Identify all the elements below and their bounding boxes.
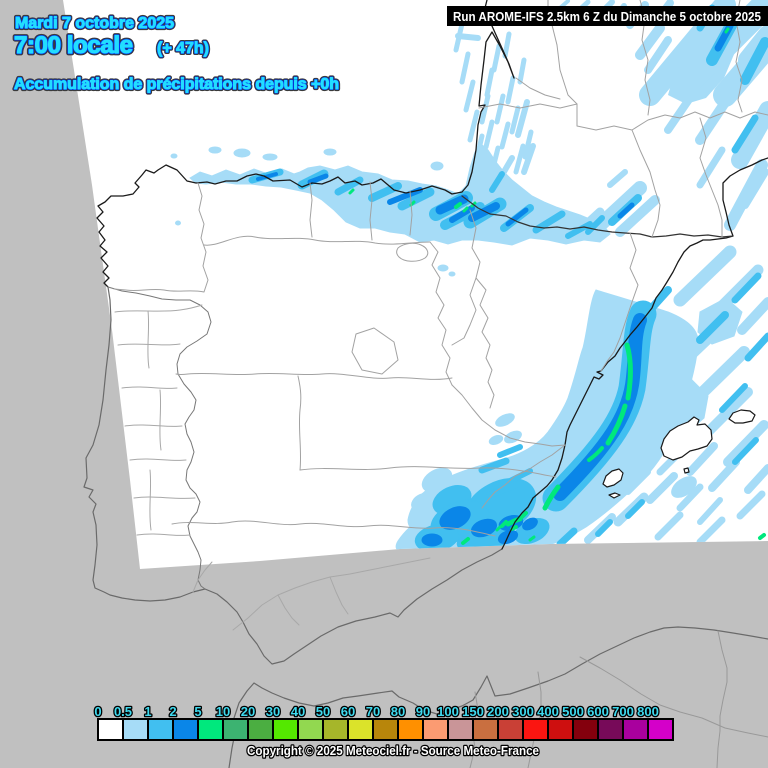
svg-text:800: 800 [637, 704, 659, 719]
svg-text:Mardi 7 octobre 2025: Mardi 7 octobre 2025 [15, 15, 174, 32]
svg-text:2: 2 [169, 704, 176, 719]
svg-text:Mardi 7 octobre 2025: Mardi 7 octobre 2025 [15, 15, 174, 32]
svg-text:200: 200 [487, 704, 509, 719]
svg-text:30: 30 [266, 704, 280, 719]
svg-text:Mardi 7 octobre 2025: Mardi 7 octobre 2025 [15, 15, 174, 32]
svg-text:50: 50 [316, 704, 330, 719]
svg-text:7:00 locale: 7:00 locale [14, 32, 133, 59]
svg-text:20: 20 [241, 704, 255, 719]
svg-text:100: 100 [437, 704, 459, 719]
svg-text:150: 150 [462, 704, 484, 719]
svg-text:60: 60 [341, 704, 355, 719]
svg-text:(+ 47h): (+ 47h) [157, 40, 209, 57]
svg-text:90: 90 [416, 704, 430, 719]
svg-text:10: 10 [216, 704, 230, 719]
svg-text:500: 500 [562, 704, 584, 719]
svg-text:5: 5 [194, 704, 201, 719]
svg-text:700: 700 [612, 704, 634, 719]
svg-text:0: 0 [94, 704, 101, 719]
svg-text:0.5: 0.5 [114, 704, 132, 719]
svg-text:40: 40 [291, 704, 305, 719]
svg-text:(+ 47h): (+ 47h) [157, 40, 209, 57]
svg-text:7:00 locale: 7:00 locale [14, 32, 133, 59]
svg-text:600: 600 [587, 704, 609, 719]
svg-text:80: 80 [391, 704, 405, 719]
svg-text:400: 400 [537, 704, 559, 719]
svg-text:Copyright © 2025 Meteociel.fr: Copyright © 2025 Meteociel.fr - Source M… [247, 744, 539, 758]
svg-text:70: 70 [366, 704, 380, 719]
svg-text:Accumulation de précipitations: Accumulation de précipitations depuis +0… [14, 76, 339, 93]
svg-text:(+ 47h): (+ 47h) [157, 40, 209, 57]
svg-text:Accumulation de précipitations: Accumulation de précipitations depuis +0… [14, 76, 339, 93]
svg-text:300: 300 [512, 704, 534, 719]
svg-text:Run AROME-IFS 2.5km 6 Z du Dim: Run AROME-IFS 2.5km 6 Z du Dimanche 5 oc… [453, 10, 761, 24]
svg-text:Accumulation de précipitations: Accumulation de précipitations depuis +0… [14, 76, 339, 93]
svg-text:1: 1 [144, 704, 151, 719]
svg-text:7:00 locale: 7:00 locale [14, 32, 133, 59]
